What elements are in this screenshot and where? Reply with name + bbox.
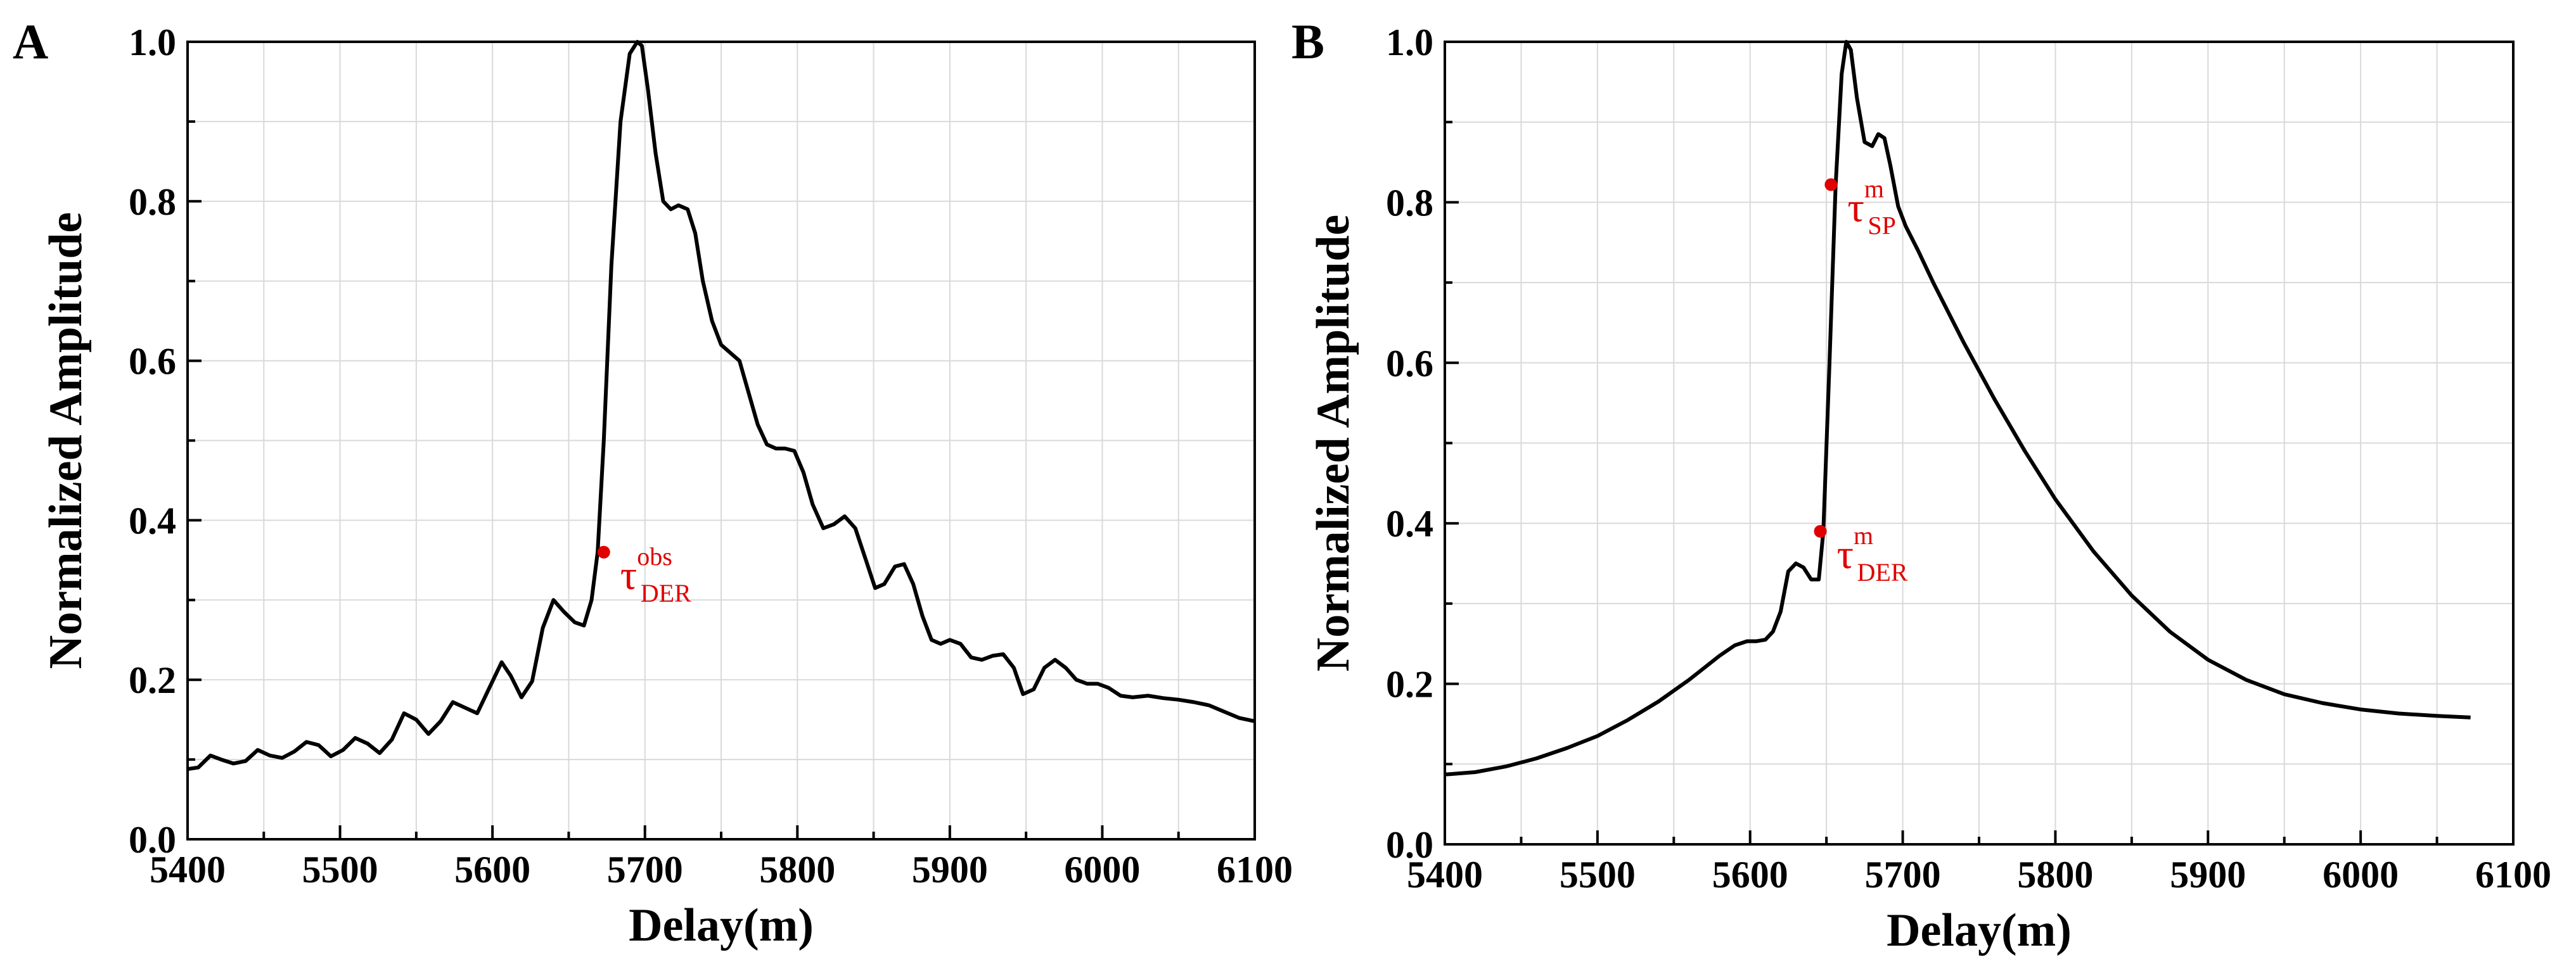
marker-symbol: τ	[620, 552, 638, 599]
panel-a-x-tick-label: 5700	[607, 849, 683, 891]
panel-a-marker-label-der: τobs DER	[620, 542, 691, 607]
panel-b-marker-label-sp: τm SP	[1847, 175, 1896, 240]
panel-a-grid	[187, 41, 1255, 840]
panel-a-y-axis: 0.0 0.2 0.4 0.6 0.8 1.0	[129, 22, 202, 861]
marker-superscript: m	[1864, 175, 1884, 203]
panel-b-x-tick-label: 6100	[2475, 854, 2551, 896]
panel-a-y-tick-label: 0.2	[129, 659, 176, 701]
panel-a-x-tick-label: 6100	[1217, 849, 1293, 891]
marker-subscript: DER	[641, 579, 691, 607]
panel-b-y-tick-label: 0.0	[1386, 824, 1433, 866]
panel-a-y-tick-label: 0.0	[129, 819, 176, 861]
panel-a-y-tick-label: 0.6	[129, 341, 176, 383]
marker-symbol: τ	[1837, 531, 1854, 578]
panel-label-b: B	[1291, 14, 1324, 69]
panel-b-x-tick-label: 5600	[1712, 854, 1788, 896]
panel-b-y-tick-label: 1.0	[1386, 22, 1433, 63]
panel-b-x-tick-label: 5500	[1560, 854, 1636, 896]
chart-panel-b: 5400 5500 5600 5700 5800 5900 6000 61000.00.20.…	[1307, 22, 2551, 956]
panel-b-marker-label-der: τm DER	[1837, 521, 1908, 587]
panel-a-y-tick-label: 0.8	[129, 181, 176, 223]
panel-b-x-tick-label: 6000	[2323, 854, 2399, 896]
marker-subscript: DER	[1857, 558, 1908, 587]
marker-symbol: τ	[1847, 185, 1864, 231]
panel-b-series-line-model	[1444, 40, 2471, 777]
marker-superscript: obs	[637, 542, 672, 571]
panel-b-y-tick-label: 0.8	[1386, 182, 1433, 224]
panel-b-y-tick-label: 0.6	[1386, 343, 1433, 384]
panel-a-y-axis-title: Normalized Amplitude	[40, 212, 92, 669]
marker-superscript: m	[1854, 521, 1873, 550]
marker-subscript: SP	[1868, 212, 1896, 240]
panel-b-x-tick-label: 5400	[1407, 854, 1483, 896]
panel-b-y-tick-label: 0.4	[1386, 503, 1433, 545]
panel-b-x-tick-label: 5700	[1865, 854, 1941, 896]
panel-b-marker-point-der	[1814, 524, 1827, 538]
panel-a-x-axis-title: Delay(m)	[629, 899, 814, 951]
panel-b-marker-point-sp	[1824, 178, 1838, 191]
panel-b-y-axis-title: Normalized Amplitude	[1307, 215, 1359, 671]
panel-a-x-tick-label: 5800	[759, 849, 835, 891]
panel-a-x-tick-label: 6000	[1064, 849, 1140, 891]
panel-a-x-axis: 5400 5500 5600 5700 5800 5900 6000 6100	[150, 825, 1293, 891]
panel-b-y-axis: 0.0 0.2 0.4 0.6 0.8 1.0	[1386, 22, 1459, 866]
panel-a-x-tick-label: 5900	[912, 849, 988, 891]
panel-b-y-tick-label: 0.2	[1386, 664, 1433, 706]
panel-a-series-line-waveform	[187, 40, 1255, 771]
panel-a-x-tick-label: 5600	[454, 849, 530, 891]
panel-b-grid	[1444, 41, 2514, 845]
panel-b-x-tick-label: 5800	[2017, 854, 2093, 896]
panel-b-x-axis-title: Delay(m)	[1887, 904, 2072, 956]
panel-label-a: A	[13, 14, 48, 69]
panel-a-x-tick-label: 5400	[150, 849, 226, 891]
panel-b-x-tick-label: 5900	[2170, 854, 2246, 896]
panel-a-y-tick-label: 1.0	[129, 22, 176, 63]
panel-a-y-tick-label: 0.4	[129, 500, 176, 542]
chart-panel-a: 5400 5500 5600 5700 5800 5900 6000 61000.00.20.…	[40, 22, 1293, 951]
panel-a-marker-point-der	[597, 545, 610, 559]
panel-b-x-axis: 5400 5500 5600 5700 5800 5900 6000 6100	[1407, 830, 2551, 896]
panel-a-x-tick-label: 5500	[302, 849, 378, 891]
